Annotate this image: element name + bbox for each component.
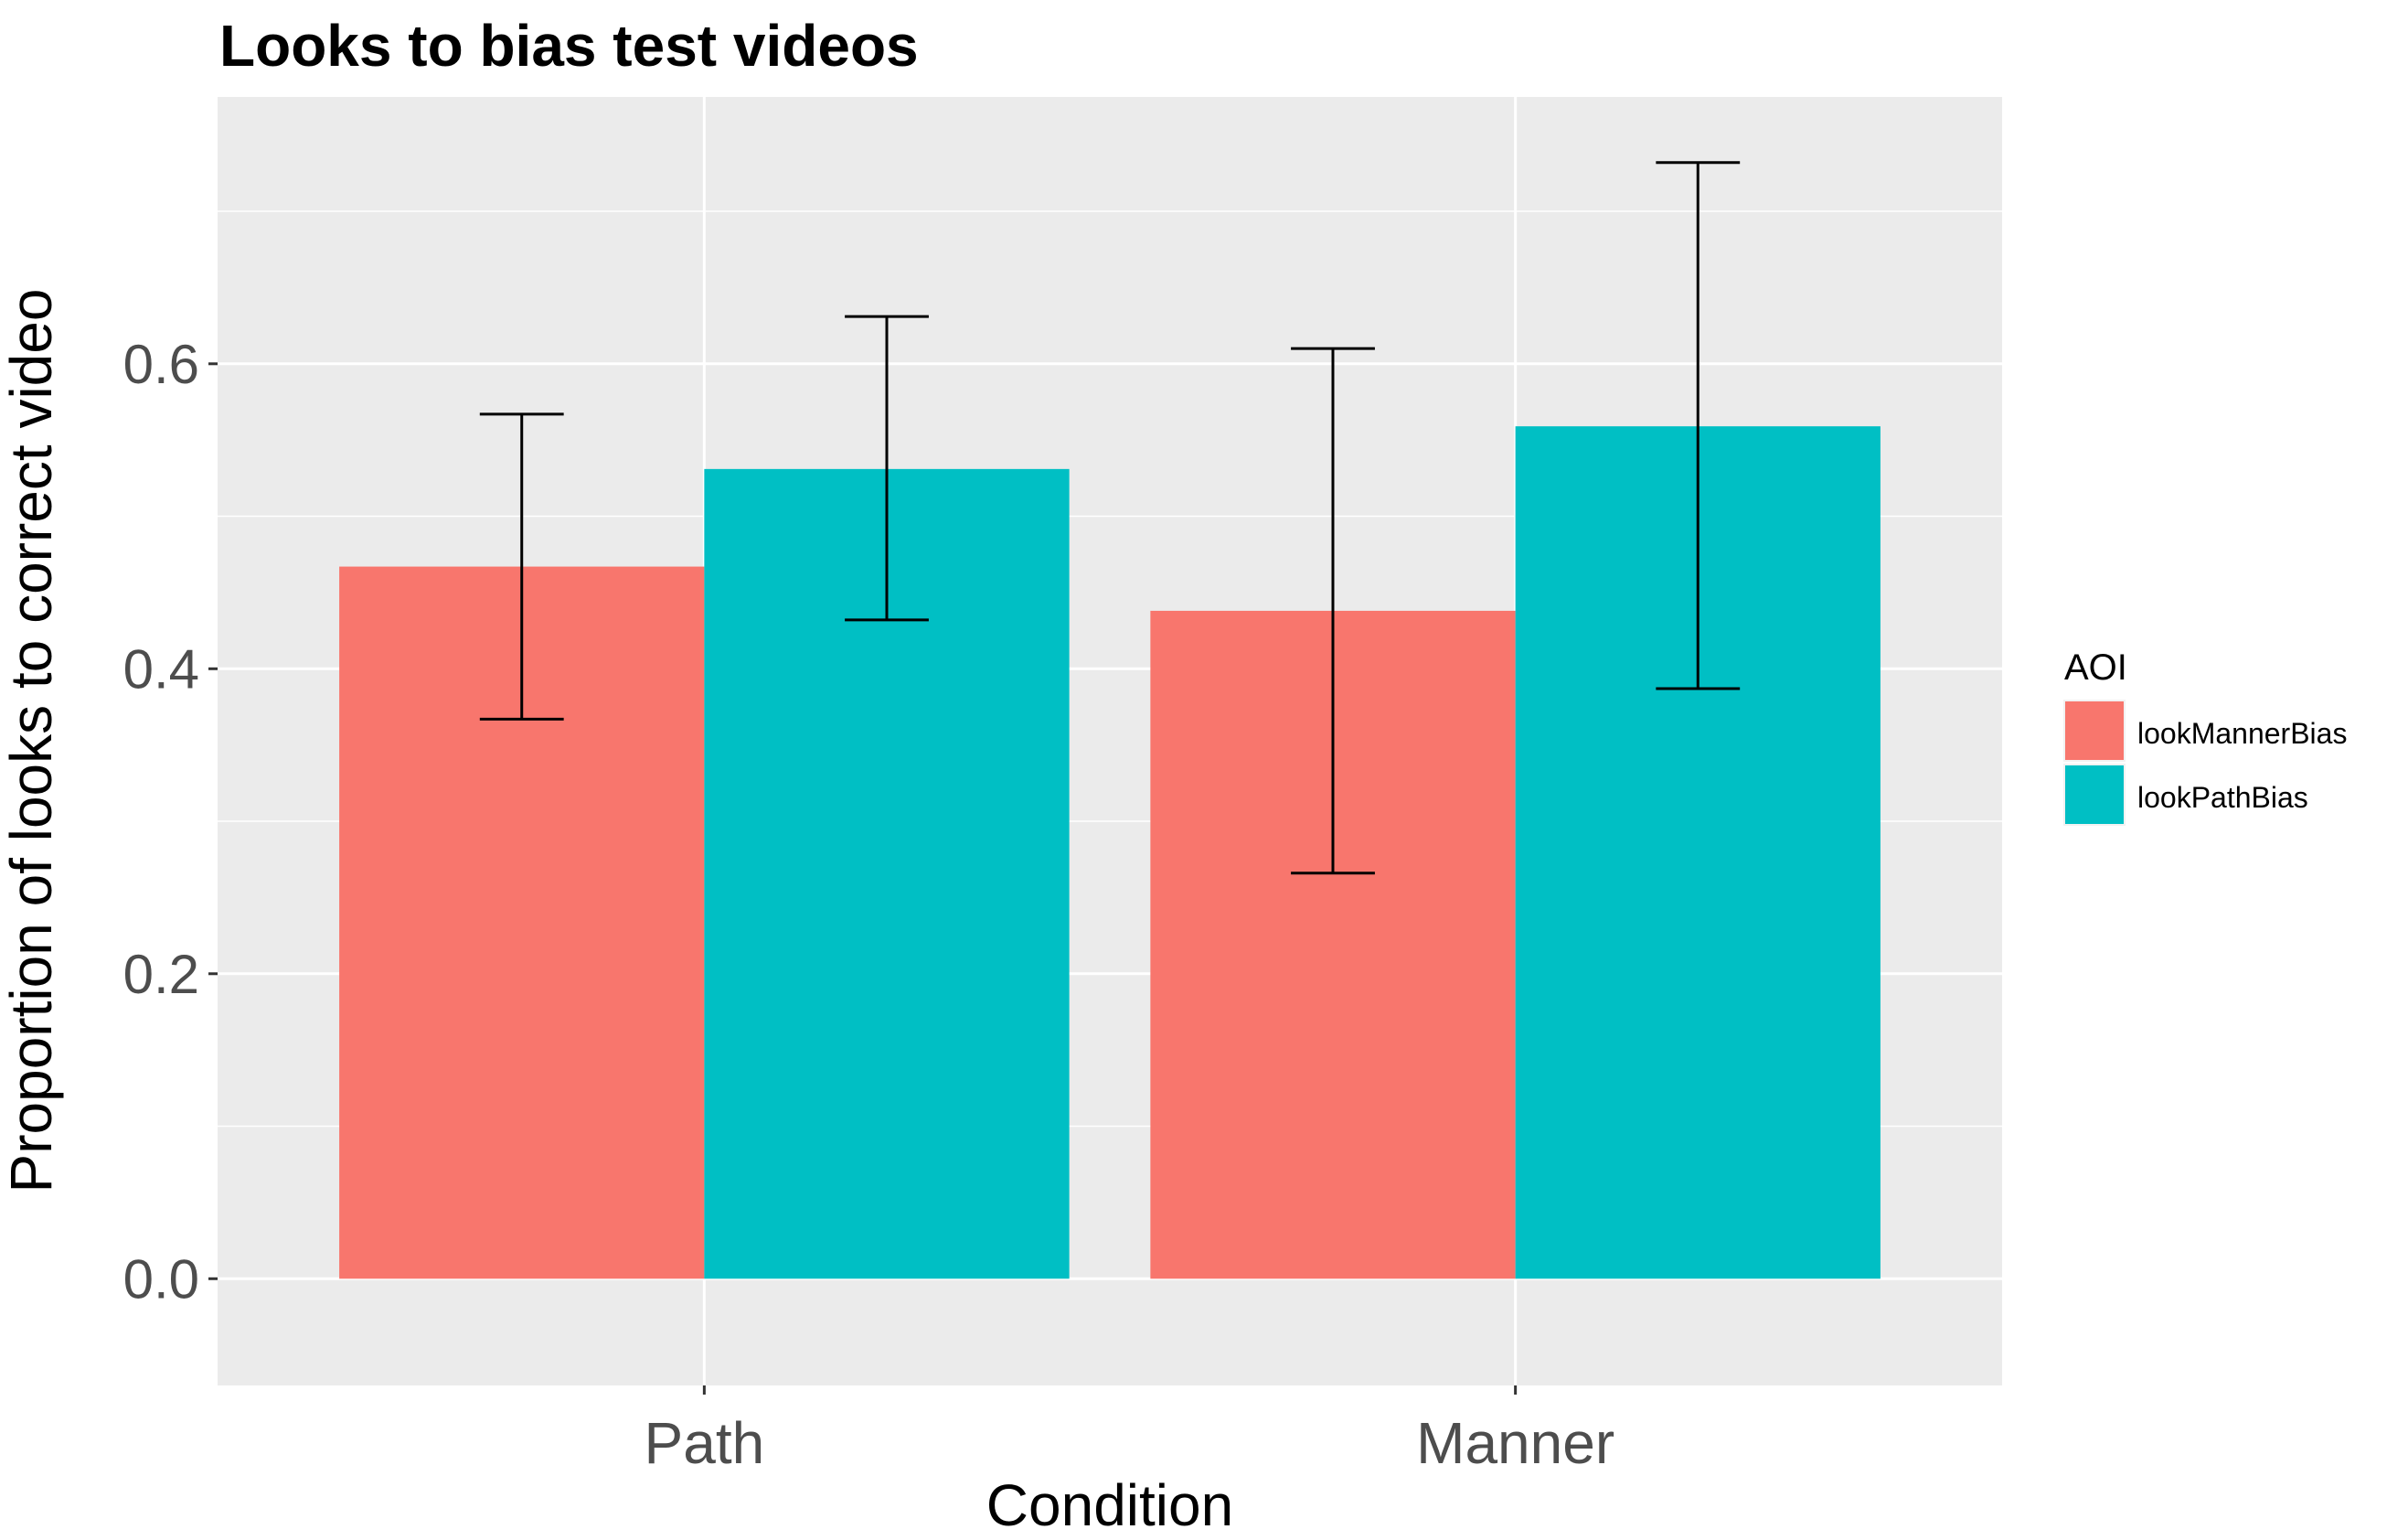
chart-title: Looks to bias test videos [219, 13, 919, 79]
legend-swatch-lookMannerBias [2065, 701, 2124, 760]
y-axis-title: Proportion of looks to correct video [0, 289, 64, 1193]
x-tick-label: Manner [1416, 1410, 1614, 1476]
legend-label: lookPathBias [2137, 781, 2308, 814]
x-axis-title: Condition [986, 1472, 1233, 1538]
y-tick-label: 0.6 [123, 334, 199, 395]
x-tick-label: Path [645, 1410, 765, 1476]
error-bars [479, 161, 1741, 875]
x-axis: Path Manner [645, 1385, 1614, 1476]
legend-title: AOI [2064, 647, 2127, 688]
y-tick-label: 0.2 [123, 944, 199, 1005]
legend: AOI lookMannerBias lookPathBias [2063, 647, 2347, 826]
legend-swatch-lookPathBias [2065, 765, 2124, 824]
y-tick-label: 0.0 [123, 1248, 199, 1310]
y-tick-label: 0.4 [123, 638, 199, 700]
legend-label: lookMannerBias [2137, 717, 2347, 750]
y-axis: 0.0 0.2 0.4 0.6 [123, 334, 218, 1310]
